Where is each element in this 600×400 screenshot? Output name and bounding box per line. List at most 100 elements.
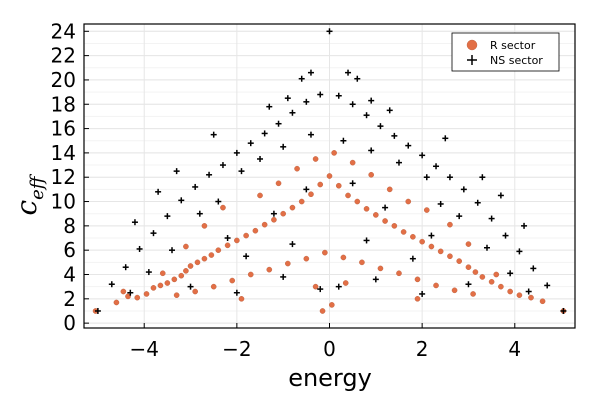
x-tick-label: −2 (222, 337, 251, 361)
y-tick-label: 14 (51, 141, 76, 165)
data-point-r-sector (342, 280, 349, 286)
data-point-r-sector (183, 243, 189, 250)
data-point-r-sector (312, 283, 319, 290)
data-point-r-sector (396, 270, 402, 277)
data-point-r-sector (400, 229, 407, 235)
data-point-ns-sector (270, 210, 277, 217)
data-point-ns-sector (192, 183, 199, 190)
y-tick-label: 22 (51, 44, 76, 68)
data-point-ns-sector (405, 142, 412, 149)
data-point-ns-sector (433, 163, 440, 170)
legend-label-ns-sector: NS sector (490, 54, 543, 67)
data-point-r-sector (354, 198, 361, 205)
data-point-ns-sector (243, 253, 250, 260)
data-point-r-sector (247, 271, 254, 278)
data-point-r-sector (303, 255, 310, 262)
legend-label-r-sector: R sector (490, 39, 536, 52)
data-point-ns-sector (317, 286, 324, 293)
data-point-r-sector (143, 291, 150, 297)
data-point-r-sector (326, 173, 333, 179)
data-point-r-sector (271, 216, 277, 223)
data-point-r-sector (257, 192, 263, 199)
y-tick-label: 2 (63, 287, 76, 311)
data-point-ns-sector (544, 282, 551, 289)
data-point-r-sector (414, 276, 421, 283)
data-point-ns-sector (307, 131, 314, 138)
y-tick-label: 10 (51, 190, 76, 214)
legend-marker-r-sector (466, 39, 478, 51)
data-point-ns-sector (298, 75, 305, 82)
data-point-r-sector (465, 264, 472, 271)
data-point-ns-sector (280, 273, 287, 280)
data-point-ns-sector (479, 174, 486, 181)
data-point-r-sector (164, 280, 171, 286)
data-point-r-sector (261, 221, 268, 228)
data-point-ns-sector (266, 103, 273, 110)
data-point-ns-sector (173, 168, 180, 175)
data-point-ns-sector (442, 135, 449, 142)
data-point-ns-sector (446, 174, 453, 181)
legend: R sector NS sector (451, 32, 560, 72)
data-point-ns-sector (206, 171, 213, 178)
y-tick-label: 6 (63, 238, 76, 262)
data-point-r-sector (220, 204, 226, 211)
y-tick-label: 4 (63, 262, 76, 286)
data-point-ns-sector (525, 288, 532, 295)
data-point-ns-sector (474, 199, 481, 206)
data-point-ns-sector (215, 198, 222, 205)
data-point-ns-sector (303, 186, 310, 193)
data-point-ns-sector (560, 307, 567, 314)
data-point-r-sector (285, 260, 291, 267)
data-point-r-sector (405, 198, 412, 205)
data-point-r-sector (329, 302, 335, 308)
data-point-ns-sector (377, 123, 384, 130)
data-point-r-sector (498, 283, 504, 290)
data-point-r-sector (229, 277, 236, 284)
data-point-r-sector (210, 283, 217, 290)
data-point-r-sector (275, 180, 282, 187)
data-point-ns-sector (326, 28, 333, 35)
data-point-r-sector (345, 192, 351, 199)
data-point-r-sector (419, 238, 425, 245)
y-axis-label-base: c (10, 200, 43, 216)
data-point-ns-sector (247, 140, 254, 147)
data-point-r-sector (159, 270, 166, 277)
data-point-r-sector (386, 186, 393, 193)
data-point-ns-sector (349, 101, 356, 108)
data-point-ns-sector (150, 230, 157, 237)
data-point-r-sector (201, 223, 208, 229)
data-point-ns-sector (210, 131, 217, 138)
data-point-r-sector (298, 198, 305, 205)
data-point-r-sector (335, 182, 342, 189)
y-tick-label: 24 (51, 19, 76, 43)
data-point-ns-sector (354, 75, 361, 82)
data-point-ns-sector (395, 159, 402, 166)
data-point-ns-sector (307, 69, 314, 76)
data-point-r-sector (423, 207, 430, 213)
x-tick-label: 4 (508, 337, 521, 361)
data-point-ns-sector (502, 232, 509, 239)
data-point-r-sector (373, 212, 379, 218)
data-point-r-sector (312, 156, 319, 162)
data-point-ns-sector (261, 130, 268, 137)
data-point-r-sector (266, 266, 273, 273)
data-point-r-sector (178, 272, 185, 279)
data-point-r-sector (183, 268, 189, 274)
data-point-r-sector (319, 308, 326, 314)
y-tick-label: 8 (63, 214, 76, 238)
data-point-r-sector (539, 298, 546, 305)
data-point-ns-sector (419, 152, 426, 159)
data-point-r-sector (157, 282, 164, 289)
legend-marker-ns-sector (467, 55, 477, 65)
data-point-r-sector (192, 288, 198, 295)
data-point-r-sector (368, 171, 374, 178)
data-point-r-sector (359, 259, 365, 266)
data-point-r-sector (194, 259, 201, 266)
data-point-r-sector (428, 243, 435, 250)
data-point-ns-sector (122, 264, 129, 271)
data-point-ns-sector (108, 281, 115, 288)
data-point-ns-sector (317, 91, 324, 98)
data-point-r-sector (224, 242, 231, 249)
data-point-r-sector (208, 252, 215, 258)
